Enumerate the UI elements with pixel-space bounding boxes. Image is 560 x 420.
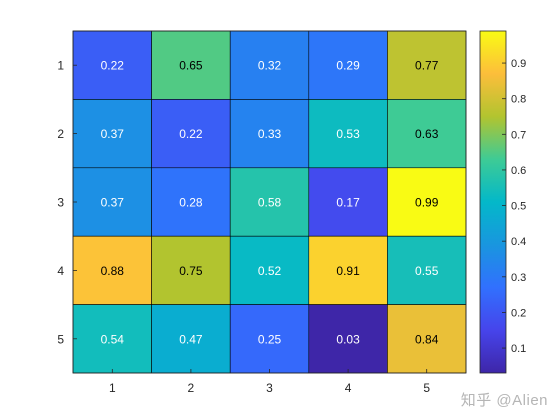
cell-value-label: 0.84	[415, 332, 439, 346]
y-tick-label: 2	[57, 127, 64, 141]
cell-value-label: 0.22	[101, 59, 125, 73]
colorbar-tick-label: 0.5	[511, 201, 526, 213]
cell-value-label: 0.37	[101, 196, 125, 210]
watermark-text: 知乎 @Alien	[460, 392, 548, 409]
cell-value-label: 0.32	[258, 59, 282, 73]
heatmap-cell	[387, 99, 467, 169]
x-tick-label: 4	[345, 381, 352, 395]
cell-value-label: 0.63	[415, 127, 439, 141]
cell-value-label: 0.88	[101, 264, 125, 278]
heatmap-cell	[151, 235, 231, 305]
cell-value-label: 0.28	[179, 196, 203, 210]
heatmap-cell	[151, 304, 231, 374]
colorbar-tick-label: 0.4	[511, 236, 526, 248]
y-tick-label: 5	[57, 332, 64, 346]
x-tick-label: 5	[423, 381, 430, 395]
colorbar-tick-label: 0.1	[511, 343, 526, 355]
cell-value-label: 0.58	[258, 196, 282, 210]
heatmap-cell	[308, 167, 388, 237]
colorbar-tick-label: 0.6	[511, 165, 526, 177]
heatmap-cell	[72, 30, 152, 100]
cell-value-label: 0.53	[336, 127, 360, 141]
colorbar	[479, 30, 507, 374]
colorbar-tick-label: 0.8	[511, 94, 526, 106]
heatmap-cell	[229, 304, 310, 374]
cell-value-label: 0.37	[101, 127, 125, 141]
heatmap-cell	[229, 167, 310, 237]
heatmap-cell	[308, 235, 388, 305]
x-tick-label: 1	[109, 381, 116, 395]
cell-value-label: 0.22	[179, 127, 203, 141]
cell-value-label: 0.54	[101, 332, 125, 346]
colorbar-tick-label: 0.3	[511, 272, 526, 284]
cell-value-label: 0.65	[179, 59, 203, 73]
cell-value-label: 0.75	[179, 264, 203, 278]
cell-value-label: 0.52	[258, 264, 282, 278]
y-tick-label: 3	[57, 196, 64, 210]
cell-value-label: 0.03	[336, 332, 360, 346]
colorbar-tick-label: 0.7	[511, 129, 526, 141]
heatmap-cell	[72, 304, 152, 374]
cell-value-label: 0.29	[336, 59, 360, 73]
heatmap-cell	[229, 235, 310, 305]
colorbar-tick-label: 0.2	[511, 307, 526, 319]
cell-value-label: 0.99	[415, 196, 439, 210]
x-tick-label: 3	[266, 381, 273, 395]
heatmap-cell	[387, 235, 467, 305]
y-tick-label: 1	[57, 59, 64, 73]
heatmap-cell	[387, 304, 467, 374]
heatmap-cell	[151, 30, 231, 100]
x-tick-label: 2	[188, 381, 195, 395]
y-tick-label: 4	[57, 264, 64, 278]
heatmap-cell	[72, 99, 152, 169]
heatmap-cell	[229, 99, 310, 169]
cell-value-label: 0.33	[258, 127, 282, 141]
heatmap-cell	[387, 30, 467, 100]
cell-value-label: 0.17	[336, 196, 360, 210]
cell-value-label: 0.55	[415, 264, 439, 278]
cell-value-label: 0.77	[415, 59, 439, 73]
heatmap-cell	[387, 167, 467, 237]
cell-value-label: 0.47	[179, 332, 203, 346]
cell-value-label: 0.91	[336, 264, 360, 278]
cell-value-label: 0.25	[258, 332, 282, 346]
heatmap-cell	[151, 167, 231, 237]
colorbar-tick-label: 0.9	[511, 58, 526, 70]
heatmap-cell	[308, 30, 388, 100]
